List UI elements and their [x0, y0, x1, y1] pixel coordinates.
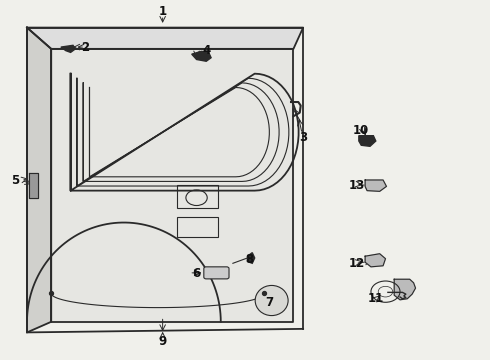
Polygon shape [192, 51, 211, 61]
Polygon shape [27, 28, 51, 332]
Polygon shape [365, 254, 386, 267]
Text: 6: 6 [193, 267, 201, 280]
Polygon shape [359, 136, 376, 146]
Ellipse shape [255, 285, 288, 316]
Text: 3: 3 [299, 131, 307, 144]
Polygon shape [61, 45, 75, 53]
Text: 4: 4 [202, 44, 210, 57]
Polygon shape [247, 253, 255, 263]
Bar [177, 217, 219, 237]
Text: 9: 9 [159, 335, 167, 348]
Text: 13: 13 [348, 179, 365, 192]
Text: 12: 12 [348, 257, 365, 270]
Polygon shape [365, 180, 387, 192]
Polygon shape [29, 173, 38, 198]
Text: 11: 11 [368, 292, 384, 305]
Text: 10: 10 [353, 124, 369, 137]
Polygon shape [51, 49, 294, 322]
Bar [177, 185, 219, 208]
Polygon shape [27, 28, 303, 49]
Text: 5: 5 [11, 174, 19, 186]
Point [48, 291, 55, 296]
Text: 2: 2 [81, 41, 89, 54]
Point [261, 291, 269, 296]
Text: 8: 8 [245, 253, 254, 266]
FancyBboxPatch shape [204, 267, 229, 279]
Polygon shape [394, 279, 416, 300]
Text: 1: 1 [159, 5, 167, 18]
Text: 7: 7 [265, 296, 273, 309]
